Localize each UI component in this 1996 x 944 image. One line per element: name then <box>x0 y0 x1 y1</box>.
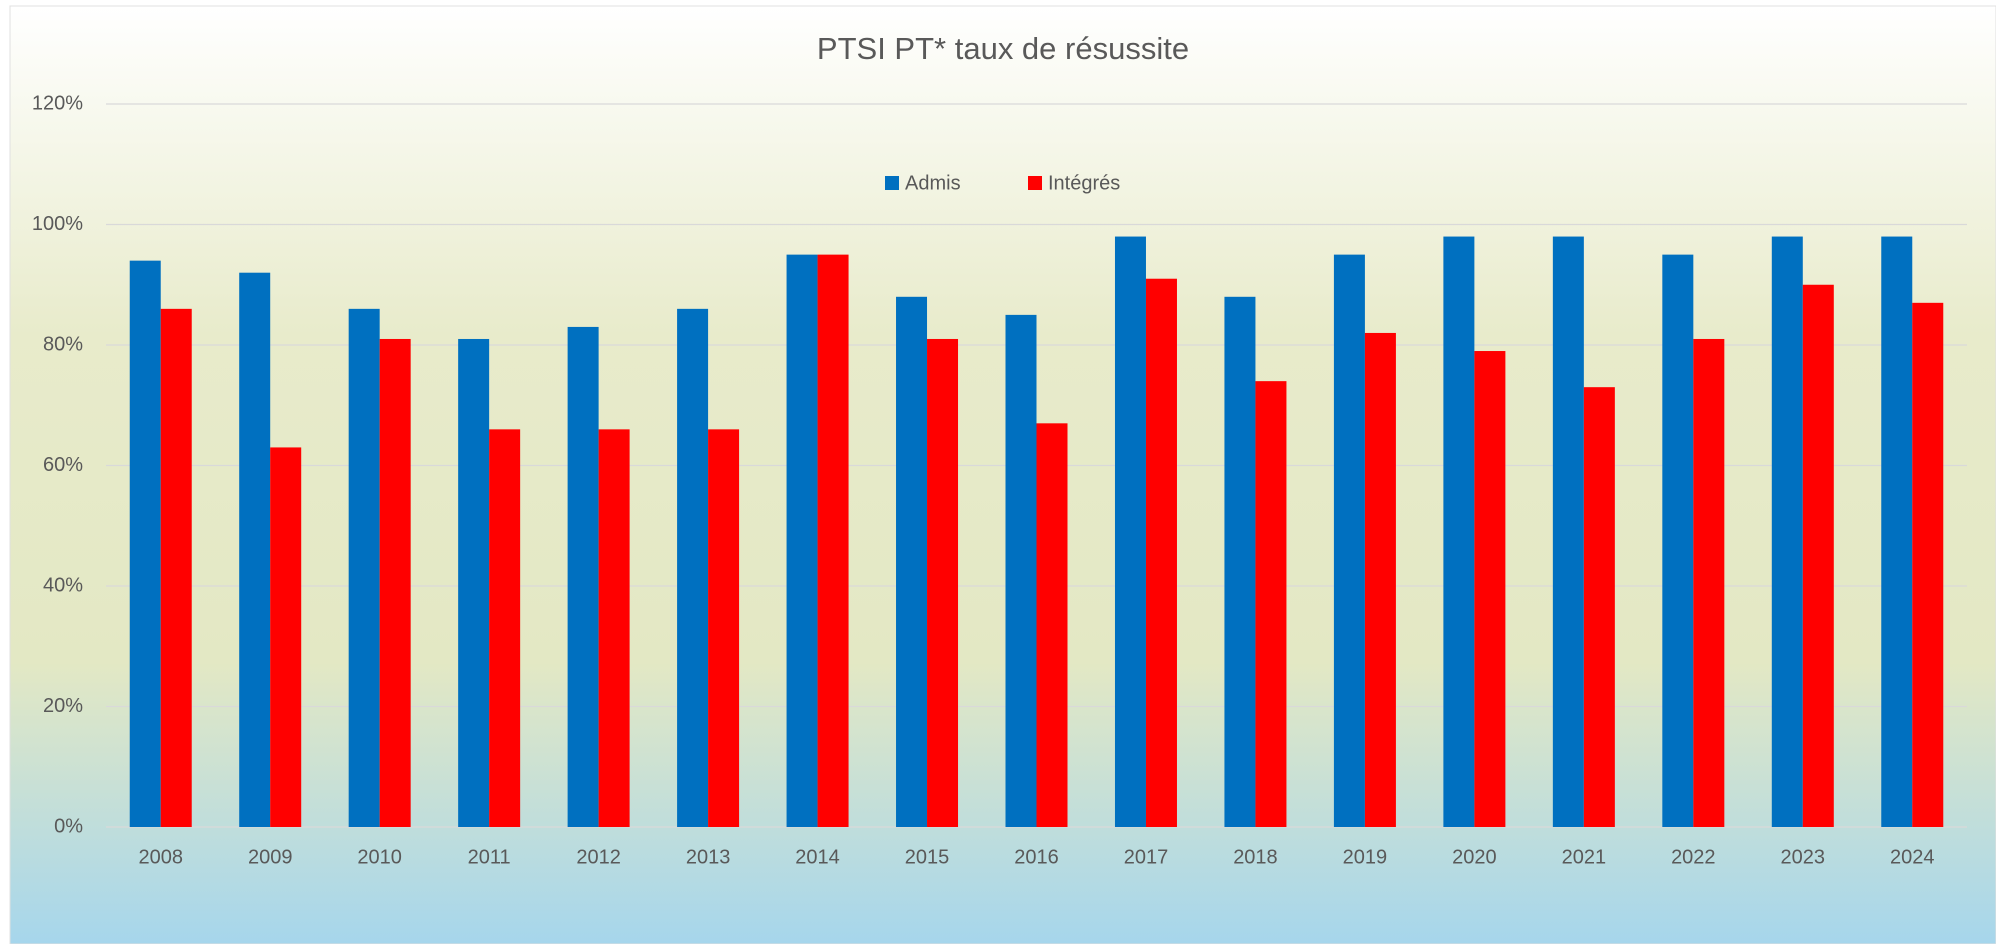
bar <box>817 254 849 827</box>
bar <box>708 429 740 827</box>
bar <box>348 308 380 828</box>
bar <box>1583 387 1615 827</box>
legend-label: Intégrés <box>1048 172 1120 194</box>
x-tick-label: 2020 <box>1452 846 1497 868</box>
bar <box>270 447 302 827</box>
bar <box>677 308 709 828</box>
x-tick-label: 2024 <box>1890 846 1935 868</box>
bar <box>927 338 959 827</box>
x-tick-label: 2012 <box>576 846 621 868</box>
x-tick-label: 2022 <box>1671 846 1716 868</box>
bar <box>1881 236 1913 828</box>
y-tick-label: 80% <box>43 333 83 355</box>
x-tick-label: 2021 <box>1562 846 1607 868</box>
bar <box>1005 314 1037 827</box>
y-tick-label: 120% <box>32 92 83 114</box>
bar <box>458 338 490 827</box>
legend-swatch <box>1028 176 1042 190</box>
bar <box>239 272 271 827</box>
x-tick-label: 2014 <box>795 846 840 868</box>
bar <box>1364 332 1396 827</box>
bar <box>1255 381 1287 827</box>
bar <box>1552 236 1584 828</box>
bar <box>1802 284 1834 827</box>
x-tick-label: 2017 <box>1124 846 1169 868</box>
bar <box>598 429 630 827</box>
bar <box>1333 254 1365 827</box>
bar <box>129 260 161 827</box>
y-tick-label: 40% <box>43 574 83 596</box>
bar <box>1443 236 1475 828</box>
x-tick-label: 2018 <box>1233 846 1278 868</box>
bar <box>160 308 192 828</box>
bar <box>896 296 928 827</box>
bar <box>1224 296 1256 827</box>
bar <box>1114 236 1146 828</box>
x-tick-label: 2016 <box>1014 846 1059 868</box>
bar <box>1474 351 1506 827</box>
x-tick-label: 2010 <box>357 846 402 868</box>
legend-swatch <box>885 176 899 190</box>
bar <box>379 338 411 827</box>
y-tick-label: 20% <box>43 695 83 717</box>
bar <box>1912 302 1944 827</box>
bar <box>1662 254 1694 827</box>
legend-label: Admis <box>905 172 961 194</box>
x-tick-label: 2019 <box>1343 846 1388 868</box>
bar <box>786 254 818 827</box>
y-tick-label: 60% <box>43 454 83 476</box>
x-tick-label: 2023 <box>1781 846 1826 868</box>
y-tick-label: 0% <box>54 815 83 837</box>
bar <box>489 429 521 827</box>
bar <box>1771 236 1803 828</box>
x-tick-label: 2009 <box>248 846 293 868</box>
x-tick-label: 2011 <box>468 846 511 868</box>
bar <box>1036 423 1068 827</box>
y-tick-label: 100% <box>32 213 83 235</box>
bar <box>567 326 599 827</box>
x-tick-label: 2008 <box>138 846 183 868</box>
x-tick-label: 2013 <box>686 846 731 868</box>
bar <box>1145 278 1177 828</box>
chart-title: PTSI PT* taux de résussite <box>817 31 1189 66</box>
bar <box>1693 338 1725 827</box>
x-tick-label: 2015 <box>905 846 950 868</box>
